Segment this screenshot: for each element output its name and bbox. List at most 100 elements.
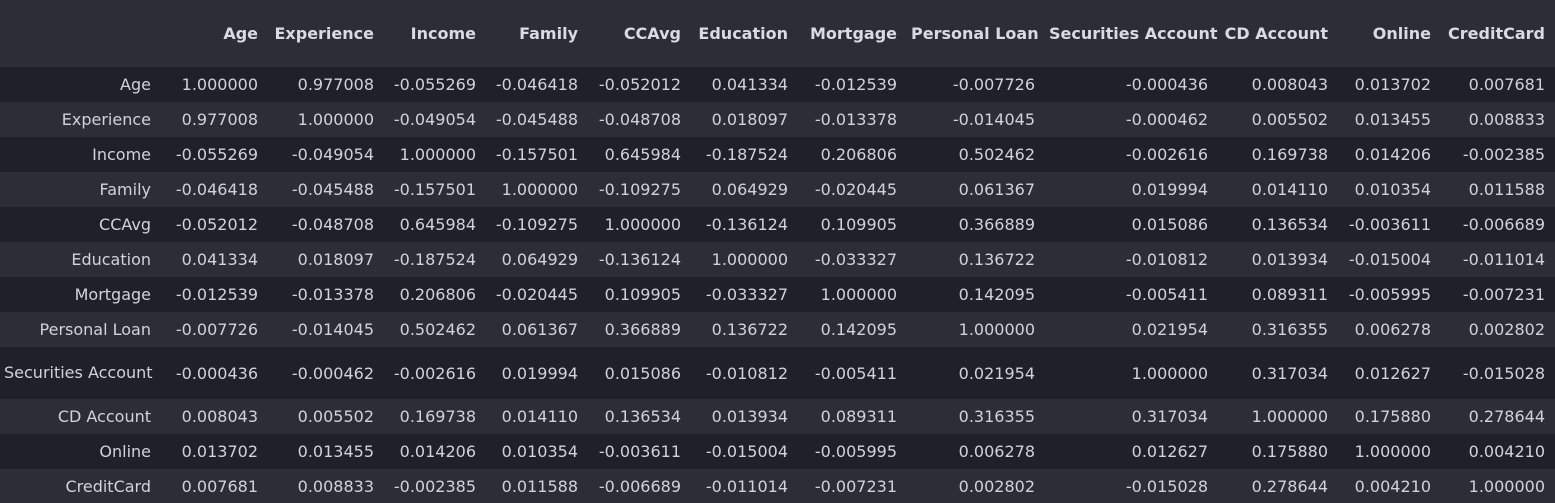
table-cell: -0.007726 — [175, 320, 258, 339]
table-cell: 0.366889 — [958, 215, 1035, 234]
table-row: Family -0.046418 -0.045488 -0.157501 1.00000… — [0, 172, 1555, 207]
table-cell: 0.206806 — [399, 285, 476, 304]
column-header-experience: Experience — [274, 23, 374, 43]
table-cell: -0.136124 — [598, 250, 681, 269]
table-cell: 0.015086 — [1131, 215, 1208, 234]
table-cell: -0.002616 — [393, 363, 476, 383]
table-cell: 0.041334 — [181, 250, 258, 269]
table-cell: 0.013702 — [181, 442, 258, 461]
table-cell: 0.089311 — [1251, 285, 1328, 304]
table-cell: 0.502462 — [399, 320, 476, 339]
table-cell: 1.000000 — [711, 250, 788, 269]
table-header: Age Experience Income Family CCAvg Education M… — [0, 0, 1555, 67]
table-cell: 0.014206 — [399, 442, 476, 461]
row-label-family: Family — [99, 179, 151, 199]
table-cell: -0.002616 — [1125, 145, 1208, 164]
table-cell: -0.187524 — [705, 145, 788, 164]
row-label-experience: Experience — [61, 109, 151, 129]
table-cell: 1.000000 — [1131, 363, 1208, 383]
table-cell: 0.005502 — [297, 407, 374, 426]
table-cell: 0.012627 — [1354, 363, 1431, 383]
table-row: CCAvg -0.052012 -0.048708 0.645984 -0.109275… — [0, 207, 1555, 242]
table-cell: -0.157501 — [393, 180, 476, 199]
table-cell: 0.317034 — [1131, 407, 1208, 426]
table-cell: -0.052012 — [598, 75, 681, 94]
table-cell: 1.000000 — [181, 75, 258, 94]
table-cell: 0.169738 — [399, 407, 476, 426]
table-cell: 0.136722 — [711, 320, 788, 339]
table-cell: 0.002802 — [958, 477, 1035, 496]
column-header-cd-account: CD Account — [1224, 23, 1328, 43]
table-cell: 0.206806 — [820, 145, 897, 164]
table-cell: -0.005411 — [814, 363, 897, 383]
table-cell: 0.021954 — [958, 363, 1035, 383]
table-cell: 0.014110 — [1251, 180, 1328, 199]
column-header-education: Education — [698, 23, 788, 43]
table-cell: 0.008833 — [297, 477, 374, 496]
column-header-age: Age — [223, 23, 258, 43]
table-cell: 0.064929 — [711, 180, 788, 199]
table-cell: -0.015004 — [705, 442, 788, 461]
table-cell: -0.006689 — [1462, 215, 1545, 234]
table-cell: 0.012627 — [1131, 442, 1208, 461]
table-cell: 1.000000 — [501, 180, 578, 199]
table-row: Mortgage -0.012539 -0.013378 0.206806 -0.020… — [0, 277, 1555, 312]
column-header-mortgage: Mortgage — [809, 23, 897, 43]
table-cell: 0.142095 — [958, 285, 1035, 304]
table-cell: 0.002802 — [1468, 320, 1545, 339]
table-row: Education 0.041334 0.018097 -0.187524 0.0649… — [0, 242, 1555, 277]
table-cell: 0.109905 — [820, 215, 897, 234]
table-cell: 0.021954 — [1131, 320, 1208, 339]
table-row: Personal Loan -0.007726 -0.014045 0.502462 0… — [0, 312, 1555, 347]
column-header-securities-account: Securities Account — [1049, 23, 1218, 43]
table-cell: 0.041334 — [711, 75, 788, 94]
table-cell: 1.000000 — [1354, 442, 1431, 461]
table-row: Income -0.055269 -0.049054 1.000000 -0.15750… — [0, 137, 1555, 172]
table-cell: 0.136722 — [958, 250, 1035, 269]
table-cell: -0.020445 — [495, 285, 578, 304]
table-cell: -0.011014 — [705, 477, 788, 496]
table-cell: -0.109275 — [598, 180, 681, 199]
table-cell: 0.013934 — [1251, 250, 1328, 269]
table-cell: 0.366889 — [604, 320, 681, 339]
table-cell: 1.000000 — [820, 285, 897, 304]
table-row: Experience 0.977008 1.000000 -0.049054 -0.04… — [0, 102, 1555, 137]
table-cell: -0.002385 — [393, 477, 476, 496]
table-cell: 1.000000 — [1468, 477, 1545, 496]
table-cell: -0.002385 — [1462, 145, 1545, 164]
row-label-creditcard: CreditCard — [65, 476, 151, 496]
column-header-personal-loan: Personal Loan — [911, 23, 1039, 43]
table-row: CD Account 0.008043 0.005502 0.169738 0.0141… — [0, 399, 1555, 434]
row-label-personal-loan: Personal Loan — [39, 319, 151, 339]
table-cell: -0.012539 — [814, 75, 897, 94]
table-cell: -0.013378 — [814, 110, 897, 129]
table-row: Online 0.013702 0.013455 0.014206 0.010354 -0… — [0, 434, 1555, 469]
table-cell: 0.008043 — [1251, 75, 1328, 94]
table-cell: -0.010812 — [705, 363, 788, 383]
table-cell: -0.014045 — [952, 110, 1035, 129]
table-cell: -0.033327 — [814, 250, 897, 269]
table-cell: 1.000000 — [297, 110, 374, 129]
table-cell: -0.010812 — [1125, 250, 1208, 269]
row-label-cd-account: CD Account — [57, 406, 151, 426]
table-cell: 0.005502 — [1251, 110, 1328, 129]
table-cell: 0.010354 — [1354, 180, 1431, 199]
table-cell: 0.064929 — [501, 250, 578, 269]
table-row: Securities Account -0.000436 -0.000462 -0.0… — [0, 347, 1555, 399]
table-cell: 0.011588 — [501, 477, 578, 496]
table-cell: 0.278644 — [1251, 477, 1328, 496]
table-cell: 0.317034 — [1251, 363, 1328, 383]
table-cell: 0.015086 — [604, 363, 681, 383]
table-cell: -0.045488 — [495, 110, 578, 129]
table-cell: 0.645984 — [604, 145, 681, 164]
table-cell: 0.013702 — [1354, 75, 1431, 94]
table-cell: 0.109905 — [604, 285, 681, 304]
table-cell: -0.005995 — [1348, 285, 1431, 304]
table-row: Age 1.000000 0.977008 -0.055269 -0.046418 -0.… — [0, 67, 1555, 102]
table-cell: 0.018097 — [297, 250, 374, 269]
table-cell: -0.006689 — [598, 477, 681, 496]
table-cell: -0.055269 — [393, 75, 476, 94]
table-cell: 0.014206 — [1354, 145, 1431, 164]
table-cell: 0.645984 — [399, 215, 476, 234]
table-cell: -0.000462 — [1125, 110, 1208, 129]
